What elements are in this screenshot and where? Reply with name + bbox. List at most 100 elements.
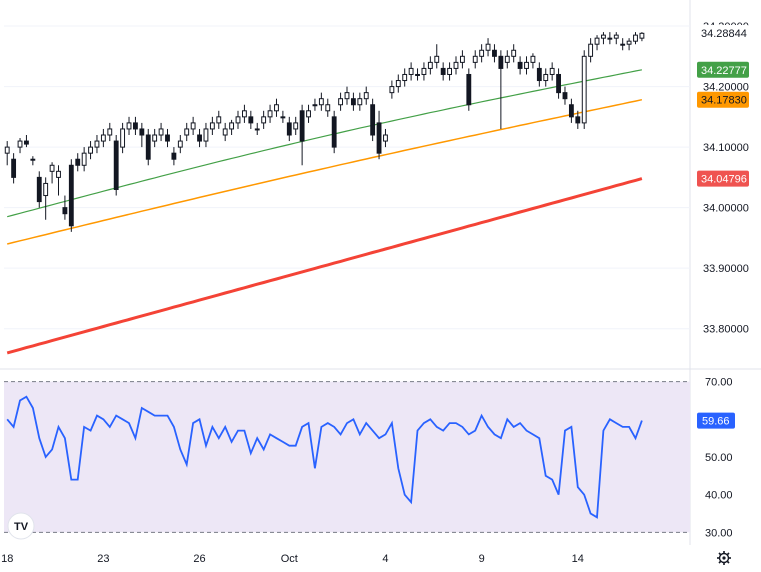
candle[interactable]: [331, 110, 337, 154]
gear-icon[interactable]: [717, 551, 731, 565]
candle[interactable]: [88, 141, 93, 160]
candle[interactable]: [434, 44, 440, 69]
candle[interactable]: [274, 98, 279, 117]
candle[interactable]: [389, 80, 395, 99]
candle[interactable]: [120, 122, 126, 154]
candle[interactable]: [30, 156, 36, 166]
candle[interactable]: [421, 62, 427, 81]
candle[interactable]: [113, 135, 119, 196]
candle[interactable]: [575, 110, 581, 129]
candle[interactable]: [248, 110, 254, 129]
candle[interactable]: [633, 32, 638, 45]
candle[interactable]: [594, 35, 600, 51]
candle[interactable]: [107, 122, 113, 142]
candle[interactable]: [344, 86, 350, 105]
candle[interactable]: [177, 135, 183, 154]
candle[interactable]: [235, 110, 241, 129]
candle[interactable]: [36, 171, 42, 208]
candle[interactable]: [363, 86, 369, 105]
candle[interactable]: [504, 50, 510, 69]
candle[interactable]: [56, 165, 61, 196]
candle[interactable]: [293, 116, 299, 136]
candle[interactable]: [402, 68, 408, 87]
candle[interactable]: [133, 116, 138, 136]
candle[interactable]: [357, 92, 363, 111]
candle[interactable]: [453, 56, 459, 75]
candle[interactable]: [280, 110, 286, 123]
candle[interactable]: [171, 147, 177, 166]
candle[interactable]: [543, 68, 549, 87]
candle[interactable]: [485, 38, 491, 57]
candle[interactable]: [216, 110, 222, 129]
candle[interactable]: [530, 53, 536, 69]
tradingview-logo[interactable]: TV: [7, 512, 35, 540]
candle[interactable]: [588, 38, 594, 63]
candle[interactable]: [562, 86, 568, 105]
candle[interactable]: [11, 153, 17, 184]
candle[interactable]: [620, 38, 626, 51]
candle[interactable]: [312, 98, 318, 111]
candle[interactable]: [613, 32, 619, 45]
candle[interactable]: [338, 92, 344, 111]
candle[interactable]: [511, 44, 517, 63]
candle[interactable]: [203, 122, 209, 148]
candle[interactable]: [459, 50, 465, 69]
candle[interactable]: [197, 128, 202, 148]
candle[interactable]: [427, 56, 433, 75]
candle[interactable]: [49, 162, 55, 184]
candle[interactable]: [17, 138, 23, 154]
candle[interactable]: [126, 116, 132, 136]
candle[interactable]: [376, 110, 382, 160]
candle[interactable]: [306, 104, 311, 123]
candle[interactable]: [350, 92, 356, 111]
candle[interactable]: [43, 177, 49, 220]
candle[interactable]: [184, 122, 190, 142]
candle[interactable]: [299, 104, 305, 166]
candle[interactable]: [383, 128, 388, 148]
candle[interactable]: [492, 44, 497, 63]
candle[interactable]: [517, 56, 523, 75]
candle[interactable]: [267, 104, 273, 123]
candle[interactable]: [152, 128, 158, 148]
candle[interactable]: [286, 116, 292, 142]
candle[interactable]: [209, 116, 215, 136]
candles[interactable]: [4, 32, 645, 232]
candle[interactable]: [261, 110, 267, 129]
candle[interactable]: [472, 50, 478, 69]
candle[interactable]: [408, 62, 414, 81]
candle[interactable]: [626, 38, 632, 51]
candle[interactable]: [4, 141, 10, 166]
candle[interactable]: [370, 98, 376, 142]
candle[interactable]: [81, 147, 87, 172]
candle[interactable]: [639, 32, 645, 42]
candle[interactable]: [190, 116, 196, 136]
candle[interactable]: [62, 195, 68, 220]
candle[interactable]: [325, 98, 331, 117]
candle[interactable]: [222, 122, 228, 142]
candle[interactable]: [241, 104, 247, 123]
price-axis[interactable]: 34.3000034.2000034.1000034.0000033.90000…: [703, 21, 749, 336]
candle[interactable]: [498, 50, 504, 129]
candle[interactable]: [158, 122, 164, 142]
candle[interactable]: [139, 122, 145, 148]
candle[interactable]: [440, 62, 446, 81]
candle[interactable]: [100, 128, 106, 148]
candle[interactable]: [479, 44, 485, 63]
candle[interactable]: [395, 74, 401, 93]
candle[interactable]: [556, 68, 561, 99]
candle[interactable]: [229, 119, 235, 136]
candle[interactable]: [75, 153, 81, 172]
candle[interactable]: [568, 98, 574, 123]
candle[interactable]: [524, 56, 529, 75]
candle[interactable]: [447, 62, 453, 81]
candle[interactable]: [24, 135, 29, 148]
candle[interactable]: [536, 62, 542, 87]
candle[interactable]: [549, 62, 555, 81]
time-axis[interactable]: 18 23 26 Oct 4 9 14: [1, 553, 584, 565]
candle[interactable]: [145, 128, 151, 166]
candle[interactable]: [607, 32, 613, 45]
candle[interactable]: [68, 159, 74, 232]
candle[interactable]: [601, 32, 606, 45]
candle[interactable]: [94, 135, 100, 154]
candle[interactable]: [254, 122, 260, 136]
